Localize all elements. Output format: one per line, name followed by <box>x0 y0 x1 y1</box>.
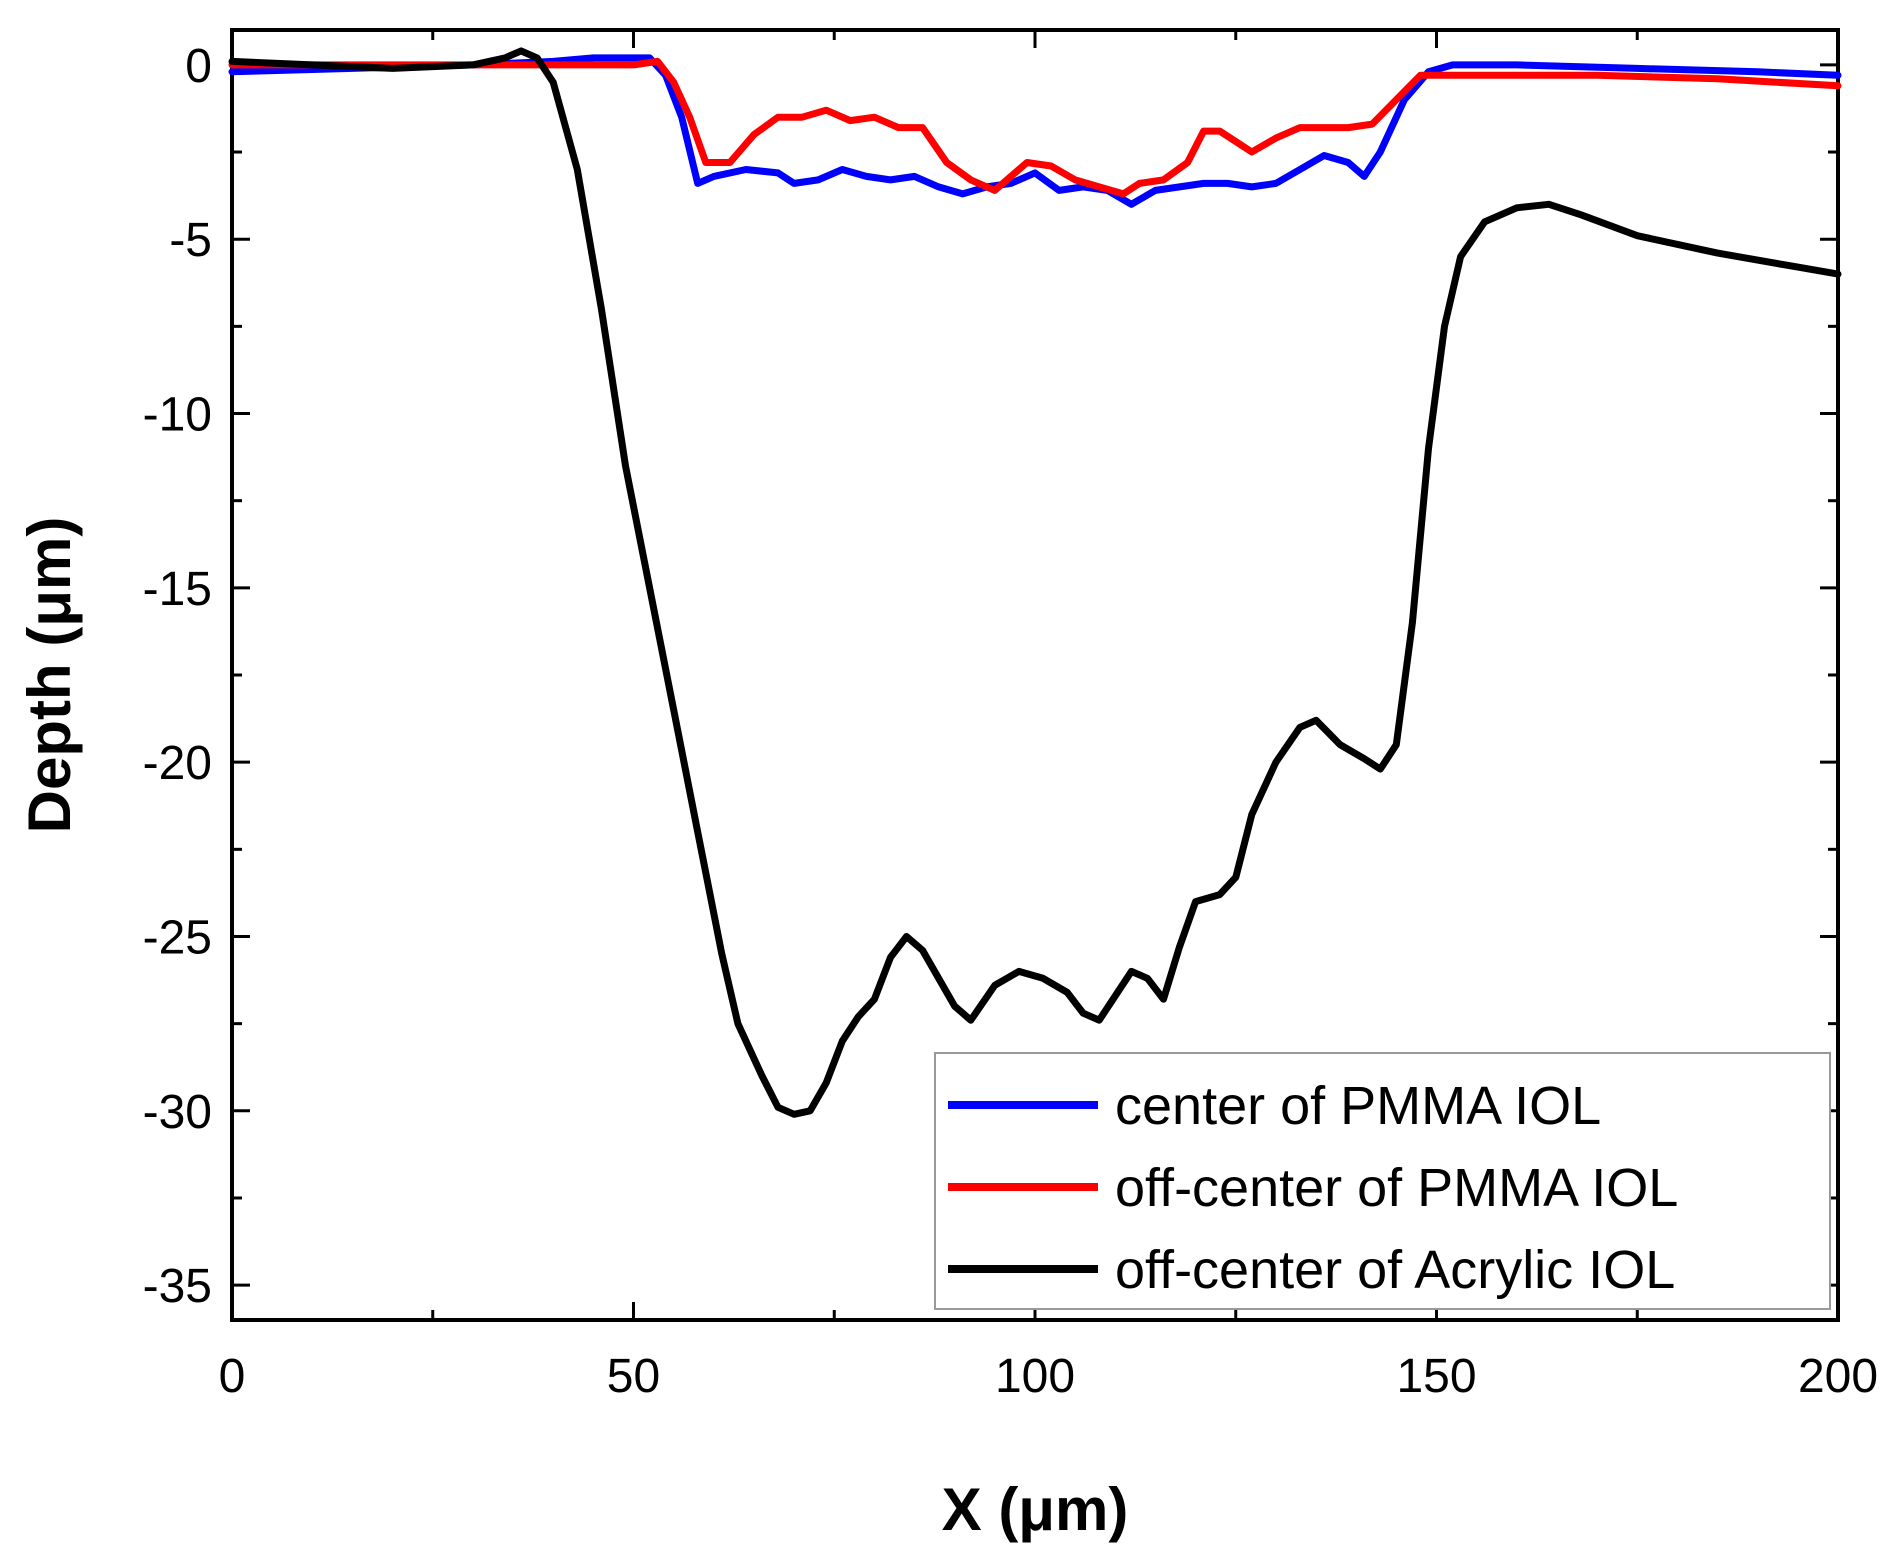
y-tick-label: 0 <box>185 40 212 93</box>
x-tick-label: 50 <box>607 1350 660 1403</box>
series-layer <box>228 47 1842 1118</box>
y-tick-label: -5 <box>169 214 212 267</box>
x-tick-label: 0 <box>219 1350 246 1403</box>
y-tick-label: -25 <box>143 911 212 964</box>
y-axis-ticks: 0 -5 -10 -15 -20 -25 -30 -35 <box>143 40 1838 1313</box>
x-axis-ticks: 0 50 100 150 200 <box>219 30 1878 1403</box>
series-line-2 <box>228 57 1842 198</box>
y-tick-label: -20 <box>143 737 212 790</box>
legend-label-2: off-center of PMMA IOL <box>1115 1158 1678 1218</box>
x-tick-label: 100 <box>995 1350 1075 1403</box>
x-axis-title: X (μm) <box>942 1476 1129 1543</box>
y-tick-label: -15 <box>143 563 212 616</box>
x-tick-label: 200 <box>1798 1350 1878 1403</box>
legend: center of PMMA IOL off-center of PMMA IOL… <box>934 1052 1831 1310</box>
y-axis-title: Depth (μm) <box>16 517 83 834</box>
y-tick-label: -10 <box>143 389 212 442</box>
legend-label-3: off-center of Acrylic IOL <box>1115 1240 1675 1300</box>
x-tick-label: 150 <box>1396 1350 1476 1403</box>
y-tick-label: -35 <box>143 1260 212 1313</box>
series-line-3 <box>228 47 1842 1118</box>
y-tick-label: -30 <box>143 1086 212 1139</box>
legend-label-1: center of PMMA IOL <box>1115 1076 1601 1136</box>
series-line-1 <box>228 54 1842 208</box>
